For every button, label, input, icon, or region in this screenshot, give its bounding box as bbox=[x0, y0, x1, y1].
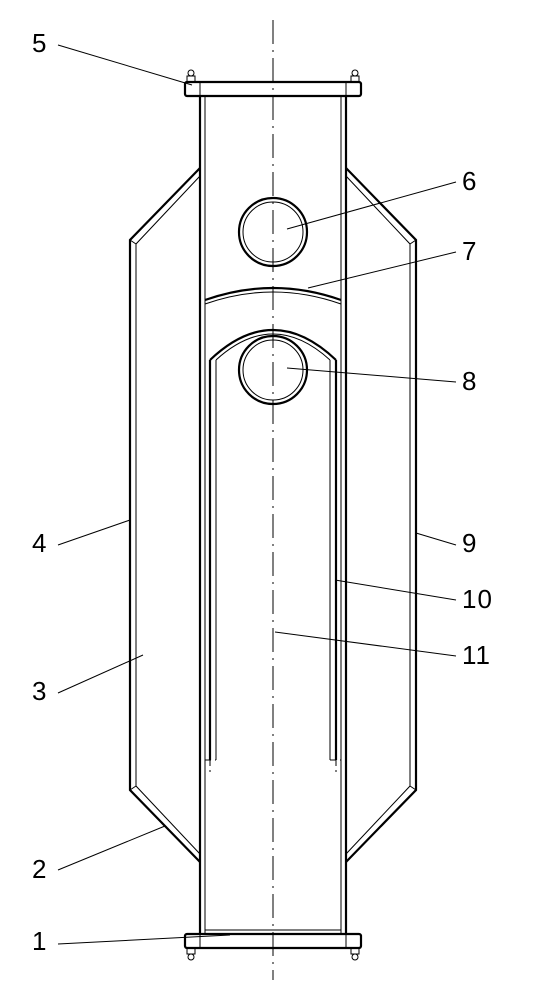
leader-line bbox=[58, 935, 230, 944]
leader-line bbox=[416, 533, 456, 545]
callout-number: 1 bbox=[32, 926, 47, 956]
leader-line bbox=[287, 368, 456, 382]
callout-number: 5 bbox=[32, 28, 47, 58]
callout-number: 8 bbox=[462, 366, 477, 396]
callout-number: 3 bbox=[32, 676, 47, 706]
leader-line bbox=[287, 182, 456, 229]
callout-number: 9 bbox=[462, 528, 477, 558]
callout-labels: 1 2 3 4 5 6 7 8 9 10 11 bbox=[32, 28, 493, 956]
callout-number: 4 bbox=[32, 528, 47, 558]
callout-number: 11 bbox=[462, 640, 491, 670]
leader-line bbox=[58, 45, 192, 85]
callout-number: 10 bbox=[462, 584, 493, 614]
engineering-diagram: 1 2 3 4 5 6 7 8 9 10 11 bbox=[0, 0, 545, 1000]
leader-line bbox=[335, 580, 456, 600]
leader-line bbox=[58, 520, 130, 545]
leader-line bbox=[58, 826, 165, 870]
leader-line bbox=[275, 632, 456, 656]
callout-number: 7 bbox=[462, 236, 477, 266]
callout-number: 2 bbox=[32, 854, 47, 884]
leader-line bbox=[308, 252, 456, 288]
callout-number: 6 bbox=[462, 166, 477, 196]
